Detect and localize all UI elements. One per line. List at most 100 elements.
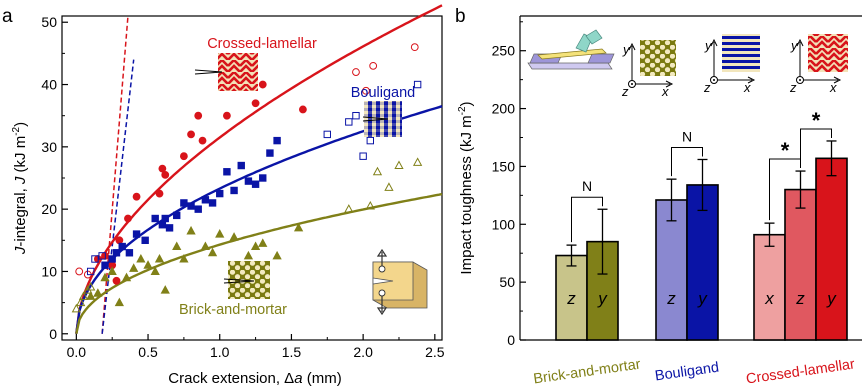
fit-curve	[75, 4, 443, 334]
data-point	[410, 43, 419, 52]
data-point	[366, 136, 375, 145]
panel-a-plot: 0.0 0.5 1.0 1.5 2.0 2.5 0 10 20 30 40 50 Crossed-la…	[11, 4, 445, 386]
bar-label: x	[764, 289, 774, 308]
data-point	[194, 205, 202, 213]
axis-label: x	[829, 80, 837, 95]
data-point	[112, 276, 121, 285]
data-point	[223, 111, 231, 120]
data-point	[243, 250, 254, 260]
data-point	[143, 260, 153, 269]
data-point	[394, 160, 404, 170]
data-point	[266, 149, 274, 157]
data-point	[141, 236, 149, 245]
axis-label: z	[703, 80, 711, 95]
data-point	[229, 232, 239, 241]
bouligand-structure-inset	[722, 34, 760, 72]
data-point	[172, 241, 182, 251]
x-axis-title: Crack extension, Δa (mm)	[168, 370, 341, 386]
compact-tension-specimen-icon	[372, 248, 428, 316]
blunting-line	[101, 59, 135, 334]
crack-pointer-icon	[194, 69, 223, 75]
axis-label: y	[622, 42, 631, 57]
data-point	[207, 247, 218, 257]
bar	[686, 184, 719, 341]
data-point	[198, 136, 207, 145]
data-point	[161, 170, 170, 179]
data-point	[251, 180, 260, 188]
x-tick-label: 0.5	[138, 344, 158, 360]
data-point	[136, 253, 146, 263]
data-point	[150, 266, 160, 275]
data-point	[200, 241, 211, 251]
data-point	[91, 255, 99, 263]
bouligand-label: Bouligand	[351, 85, 416, 101]
bar	[815, 157, 848, 341]
data-point	[258, 238, 268, 247]
y-tick-label: 50	[499, 274, 515, 290]
data-point	[86, 267, 95, 276]
axis-label: z	[621, 84, 629, 99]
axis-label: z	[789, 80, 797, 95]
blunting-line	[101, 15, 129, 334]
y-tick-label: 0	[507, 332, 515, 348]
panel-label-a: a	[2, 6, 13, 27]
crossed-lamellar-inset	[218, 53, 258, 91]
data-point	[76, 297, 86, 307]
data-point	[108, 255, 116, 263]
crossed-lamellar-label: Crossed-lamellar	[207, 36, 317, 52]
bar	[555, 254, 588, 341]
axis-arrow-head	[628, 42, 636, 51]
y-axis-title-b: Impact toughness (kJ m-2)	[457, 101, 475, 274]
bar	[784, 188, 817, 341]
data-point	[179, 253, 189, 263]
axis-arrow-head	[833, 76, 842, 84]
data-point	[201, 196, 210, 204]
data-point	[165, 224, 174, 232]
bar-label: y	[826, 289, 837, 308]
significance-bracket	[800, 128, 832, 169]
axis-arrow-head	[747, 76, 756, 84]
impact-test-icon	[527, 29, 615, 70]
fit-curve	[75, 192, 443, 335]
data-point	[215, 229, 225, 238]
panel-b-significance: N N * *	[571, 108, 832, 243]
data-point	[115, 236, 124, 245]
panel-a-axes: 0.0 0.5 1.0 1.5 2.0 2.5 0 10 20 30 40 50	[41, 14, 444, 360]
data-point	[259, 174, 267, 182]
x-tick-label: 2.0	[353, 344, 373, 360]
bar	[753, 233, 786, 341]
data-point	[93, 288, 103, 297]
y-tick-label: 30	[41, 139, 57, 155]
axis-out-of-plane-dot	[713, 79, 715, 81]
data-point	[345, 118, 353, 126]
data-point	[132, 230, 141, 238]
data-point	[158, 164, 167, 173]
data-point	[101, 261, 109, 269]
bar-label: z	[795, 289, 805, 308]
panel-b-axes: 0 50 100 150 200 250	[492, 15, 862, 348]
data-point	[384, 182, 394, 191]
y-tick-label: 20	[41, 201, 57, 217]
brick-and-mortar-label: Brick-and-mortar	[179, 302, 287, 318]
y-axis-title: J-integral, J (kJ m-2)	[11, 122, 29, 255]
y-tick-label: 150	[492, 158, 516, 174]
significance-label: N	[582, 178, 592, 194]
group-label: Brick-and-mortar	[532, 357, 641, 386]
data-point	[160, 285, 170, 294]
y-tick-label: 200	[492, 101, 516, 117]
data-point	[125, 249, 134, 257]
data-point	[186, 225, 196, 235]
group-label: Bouligand	[654, 360, 720, 385]
axis-arrow-head	[796, 38, 804, 47]
y-tick-label: 100	[492, 216, 516, 232]
x-tick-label: 1.5	[282, 344, 302, 360]
data-point	[299, 105, 307, 114]
data-point	[98, 252, 106, 260]
data-point	[86, 291, 96, 300]
y-tick-label: 250	[492, 43, 516, 59]
data-point	[71, 303, 81, 313]
bar-label: y	[697, 289, 708, 308]
y-tick-label: 40	[41, 77, 57, 93]
data-point	[173, 211, 181, 220]
x-tick-label: 0.0	[67, 344, 87, 360]
